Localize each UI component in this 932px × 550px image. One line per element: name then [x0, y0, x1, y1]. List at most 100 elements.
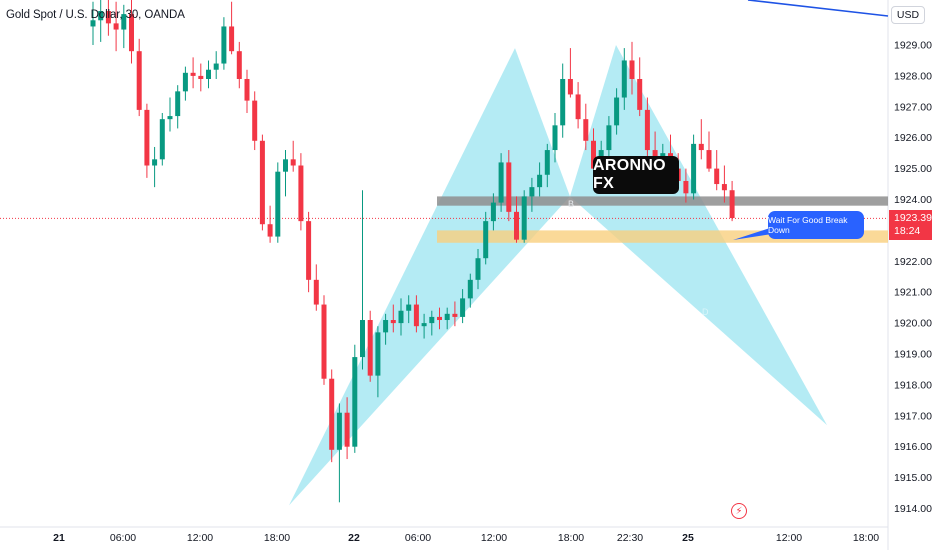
candle-body: [606, 125, 612, 151]
candle: [352, 344, 358, 453]
candle: [544, 143, 550, 188]
candle-body: [383, 320, 389, 333]
candle: [683, 168, 689, 203]
y-tick-label: 1916.00: [894, 441, 932, 453]
x-tick-label: 06:00: [405, 532, 431, 544]
candle: [437, 307, 442, 330]
candle: [144, 103, 150, 178]
candle: [429, 310, 435, 336]
candle-body: [360, 320, 365, 358]
candle-body: [521, 196, 527, 240]
candle: [637, 57, 643, 117]
candle: [190, 57, 196, 89]
candle-body: [421, 323, 427, 327]
x-tick-label: 22:30: [617, 532, 643, 544]
candle-body: [244, 78, 250, 101]
candle: [706, 131, 712, 172]
candle-body: [275, 171, 281, 237]
candle-body: [336, 412, 342, 450]
candle: [229, 1, 235, 55]
y-tick-label: 1929.00: [894, 40, 932, 52]
candle-body: [121, 14, 127, 30]
lightning-icon[interactable]: ⚡︎: [731, 503, 747, 519]
candle-body: [683, 180, 689, 194]
candle-body: [206, 69, 211, 79]
candle: [298, 153, 304, 231]
y-tick-label: 1922.00: [894, 256, 932, 268]
candle: [306, 211, 312, 293]
candle: [537, 162, 543, 197]
candle-body: [490, 202, 496, 222]
candle-body: [413, 304, 419, 327]
x-tick-label: 18:00: [264, 532, 290, 544]
candle: [467, 273, 473, 308]
x-tick-label: 25: [682, 532, 694, 544]
candle-body: [344, 412, 350, 447]
candle: [259, 134, 265, 231]
candle: [413, 295, 419, 333]
candle: [560, 63, 566, 138]
y-tick-label: 1924.00: [894, 194, 932, 206]
candle: [290, 140, 296, 172]
candle: [483, 211, 489, 265]
candle: [629, 41, 635, 95]
candle: [321, 295, 327, 385]
candle-body: [129, 14, 134, 52]
candle: [498, 153, 504, 212]
candle-body: [637, 78, 643, 110]
currency-button[interactable]: USD: [891, 6, 925, 24]
candle-body: [229, 26, 235, 52]
candle-body: [167, 116, 173, 120]
candle: [452, 301, 458, 327]
candle: [113, 1, 119, 52]
candle-body: [213, 63, 219, 70]
candle-body: [629, 60, 635, 79]
candle: [167, 97, 173, 132]
candle: [575, 82, 581, 129]
candle-body: [367, 320, 373, 376]
candle-body: [644, 109, 650, 151]
y-tick-label: 1918.00: [894, 379, 932, 391]
candle: [175, 85, 181, 129]
candle-body: [560, 78, 566, 126]
candle-body: [614, 97, 620, 126]
candle: [152, 146, 158, 188]
candle-body: [352, 357, 358, 447]
candle-body: [583, 119, 589, 141]
candle: [98, 0, 104, 42]
candle-body: [544, 150, 550, 175]
chart-title: Gold Spot / U.S. Dollar, 30, OANDA: [6, 9, 185, 21]
candle-body: [221, 26, 227, 64]
candle: [514, 196, 519, 243]
callout-note[interactable]: Wait For Good Break Down: [768, 211, 864, 239]
candle-body: [714, 168, 720, 185]
candle-body: [298, 165, 304, 222]
y-tick-label: 1928.00: [894, 70, 932, 82]
candle-body: [429, 316, 435, 324]
y-tick-label: 1920.00: [894, 318, 932, 330]
pattern-label-b: B: [568, 199, 575, 209]
candle-body: [98, 11, 104, 21]
candle-body: [567, 78, 573, 95]
candle: [313, 264, 319, 311]
candle: [644, 97, 650, 160]
candle: [344, 397, 350, 460]
candle: [206, 60, 211, 89]
y-tick-label: 1919.00: [894, 349, 932, 361]
candle: [552, 112, 558, 163]
candle-body: [398, 310, 404, 324]
candle-body: [113, 23, 119, 30]
candle: [398, 298, 404, 336]
candle: [198, 63, 204, 92]
x-tick-label: 18:00: [853, 532, 879, 544]
candle: [90, 1, 96, 45]
candle: [121, 4, 127, 49]
candle-body: [259, 140, 265, 225]
candle: [367, 310, 373, 382]
candle: [444, 307, 450, 330]
candle: [244, 69, 250, 113]
brand-label[interactable]: ARONNO FX: [593, 156, 679, 194]
candle: [460, 289, 466, 324]
